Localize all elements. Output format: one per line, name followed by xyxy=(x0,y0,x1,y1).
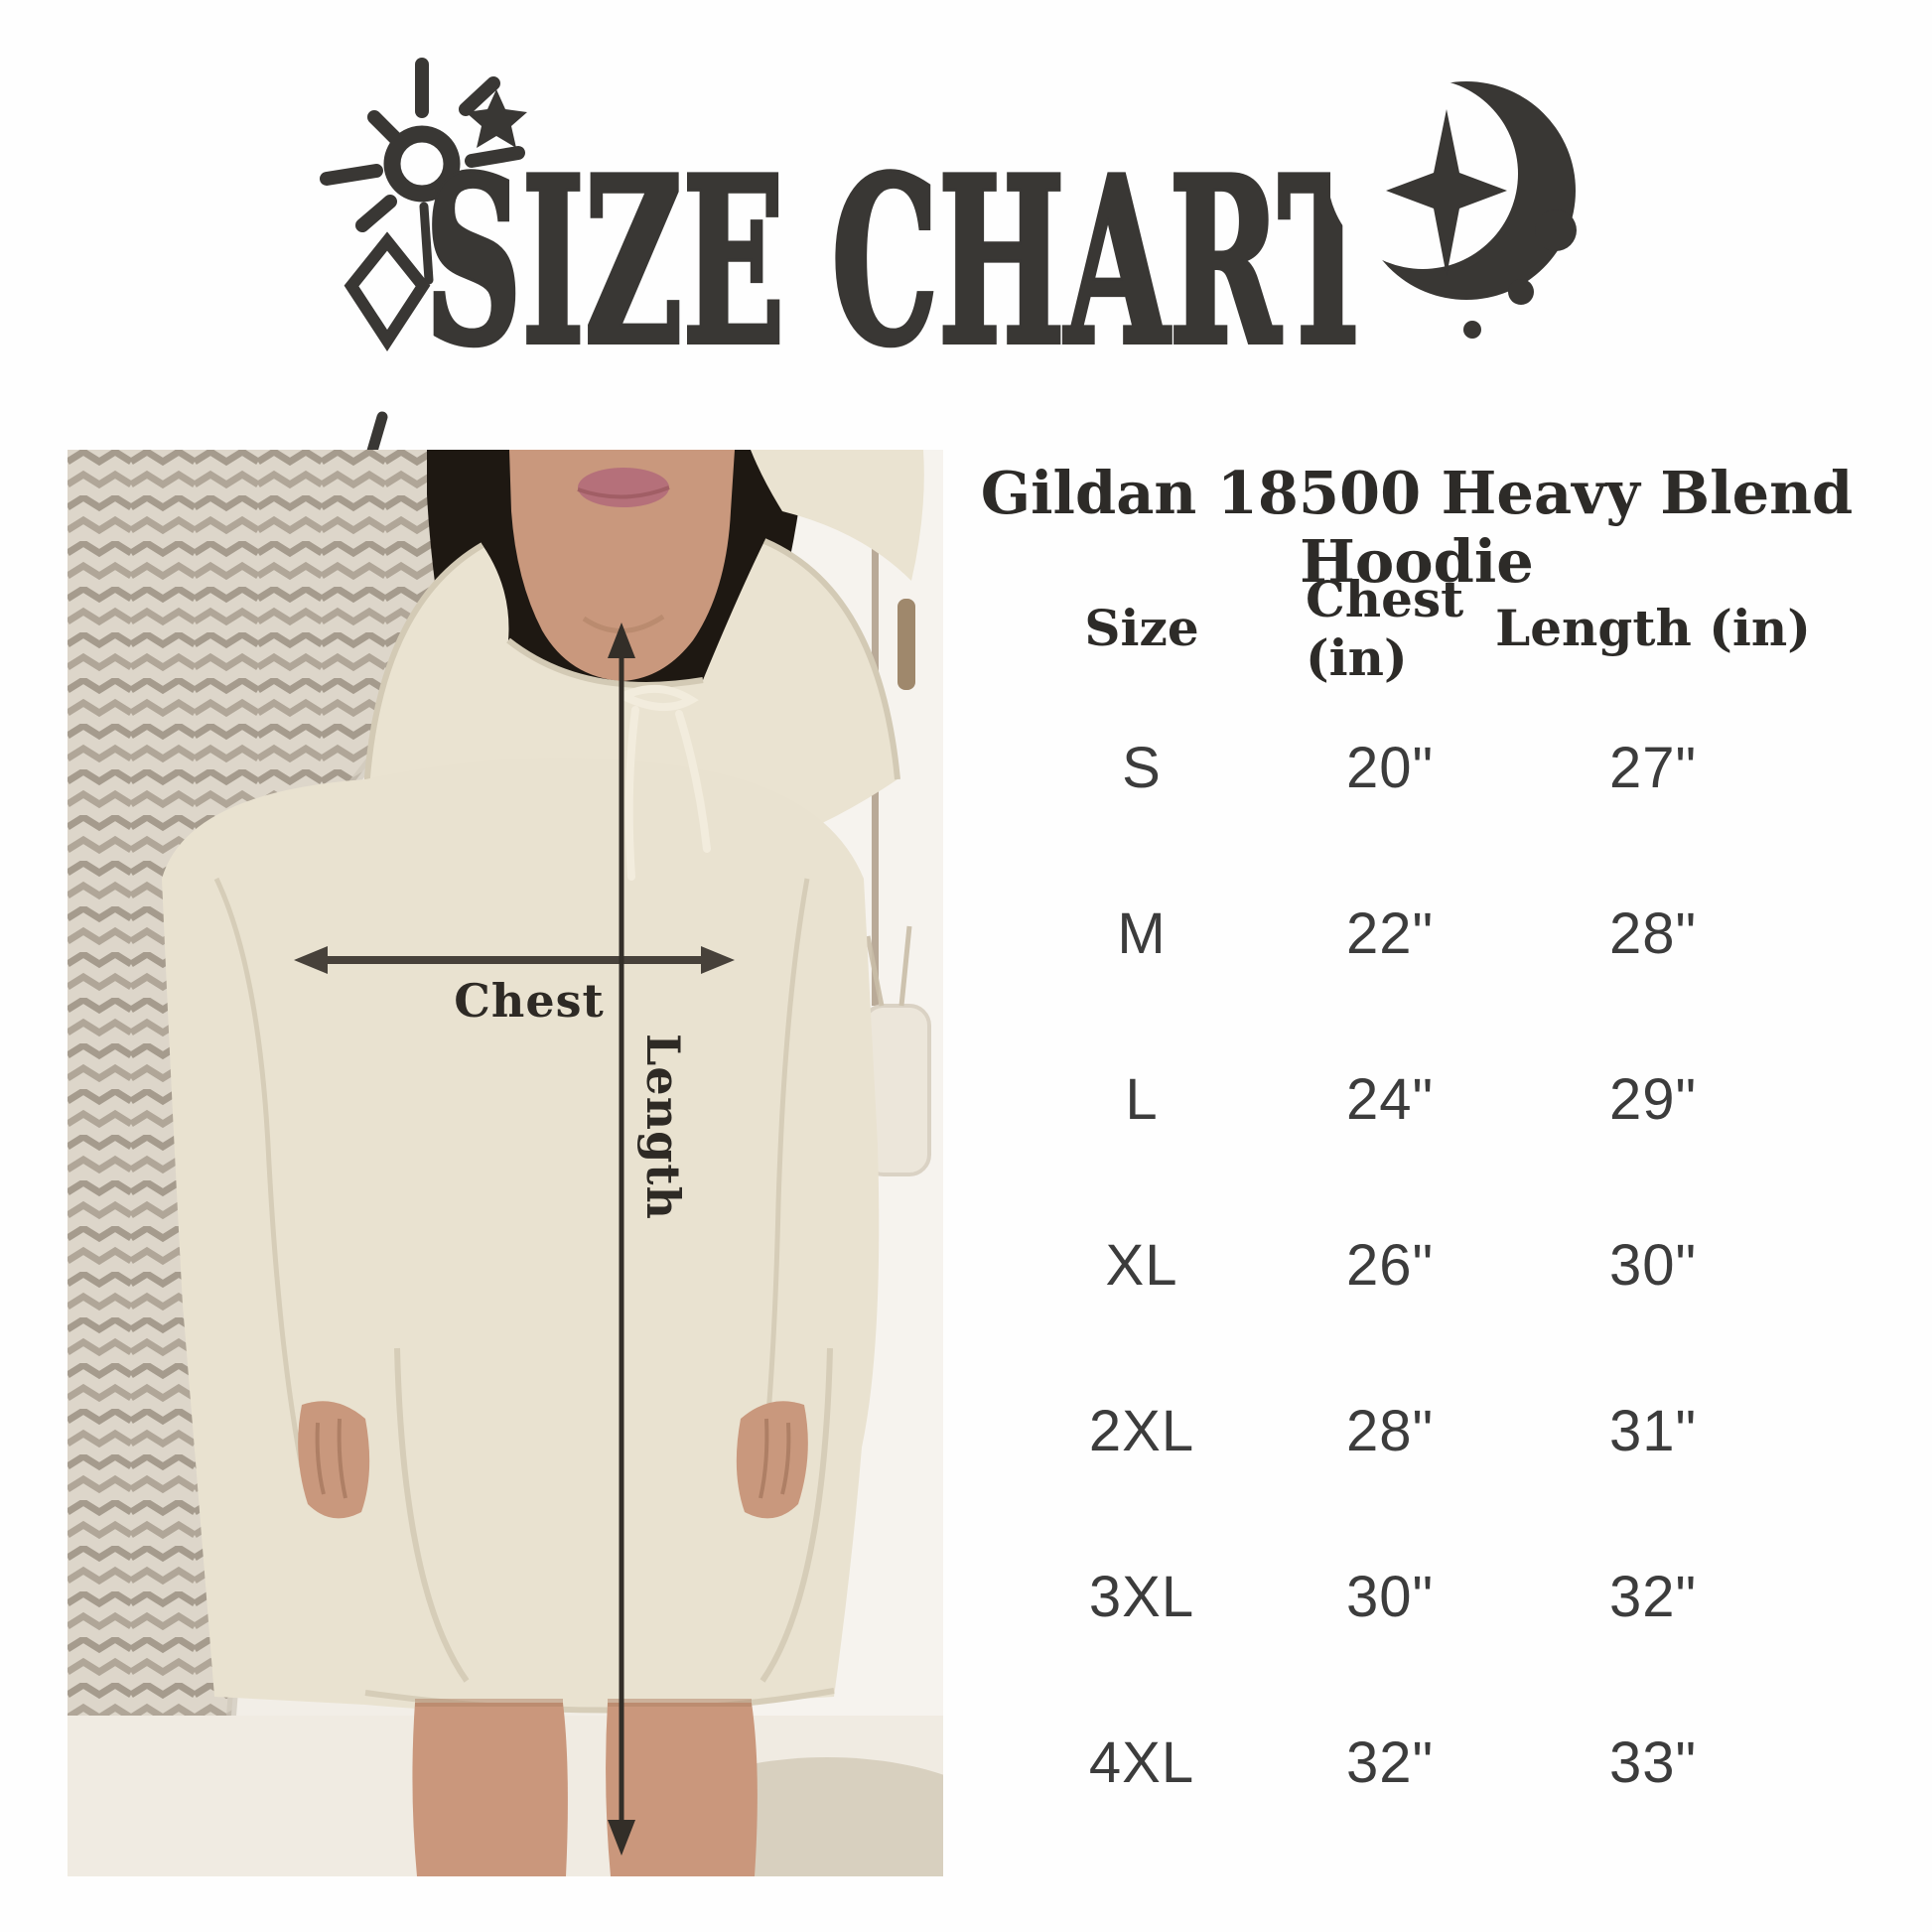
size-cell: M xyxy=(1117,901,1167,966)
wall-ornament xyxy=(897,599,915,690)
moon-dots xyxy=(1463,209,1577,339)
glass-jar xyxy=(862,925,931,1176)
star-icon xyxy=(466,89,527,148)
chest-cell: 28" xyxy=(1345,1399,1435,1463)
sparkle-burst-icon xyxy=(320,58,527,486)
face xyxy=(509,450,735,681)
chest-cell: 32" xyxy=(1345,1730,1435,1795)
size-cell: XL xyxy=(1105,1233,1178,1298)
chest-cell: 22" xyxy=(1345,901,1435,966)
length-arrow xyxy=(608,622,635,1856)
lips xyxy=(578,468,669,507)
legs xyxy=(412,1703,758,1876)
diamond-icon xyxy=(344,231,431,351)
chest-cell: 30" xyxy=(1345,1565,1435,1629)
length-cell: 30" xyxy=(1608,1233,1698,1298)
size-cell: 3XL xyxy=(1088,1565,1195,1629)
length-cell: 27" xyxy=(1608,736,1698,800)
sparkle-star-icon xyxy=(1386,109,1507,276)
length-cell: 28" xyxy=(1608,901,1698,966)
sparkle-center xyxy=(383,125,461,203)
size-cell: 4XL xyxy=(1088,1730,1195,1795)
length-measure-label: Length xyxy=(636,1034,690,1220)
column-header-size: Size xyxy=(1084,599,1199,657)
drawstrings xyxy=(620,684,711,881)
size-cell: 2XL xyxy=(1088,1399,1195,1463)
hood-top-right xyxy=(751,450,924,581)
hoodie-body xyxy=(162,758,880,1712)
chest-cell: 20" xyxy=(1345,736,1435,800)
chest-cell: 24" xyxy=(1345,1067,1435,1132)
page-title-art: SIZE CHART xyxy=(422,131,1381,379)
product-name: Gildan 18500 Heavy Blend Hoodie xyxy=(980,459,1854,596)
length-cell: 32" xyxy=(1608,1565,1698,1629)
page-title: SIZE CHART xyxy=(425,131,1378,379)
size-cell: S xyxy=(1122,736,1162,800)
hoodie-photo: Chest Length xyxy=(68,450,943,1876)
length-cell: 29" xyxy=(1608,1067,1698,1132)
chest-measure-label: Chest xyxy=(454,974,605,1028)
column-header-chest: Chest (in) xyxy=(1306,569,1464,687)
size-cell: L xyxy=(1125,1067,1159,1132)
column-header-length: Length (in) xyxy=(1495,599,1811,657)
size-table: Size Chest (in) Length (in) S 20" 27" M … xyxy=(978,569,1832,1846)
crescent-moon-icon xyxy=(1330,78,1577,339)
kangaroo-pocket xyxy=(394,1347,833,1683)
chest-arrow xyxy=(294,946,735,974)
length-cell: 31" xyxy=(1608,1399,1698,1463)
chest-cell: 26" xyxy=(1345,1233,1435,1298)
length-cell: 33" xyxy=(1608,1730,1698,1795)
